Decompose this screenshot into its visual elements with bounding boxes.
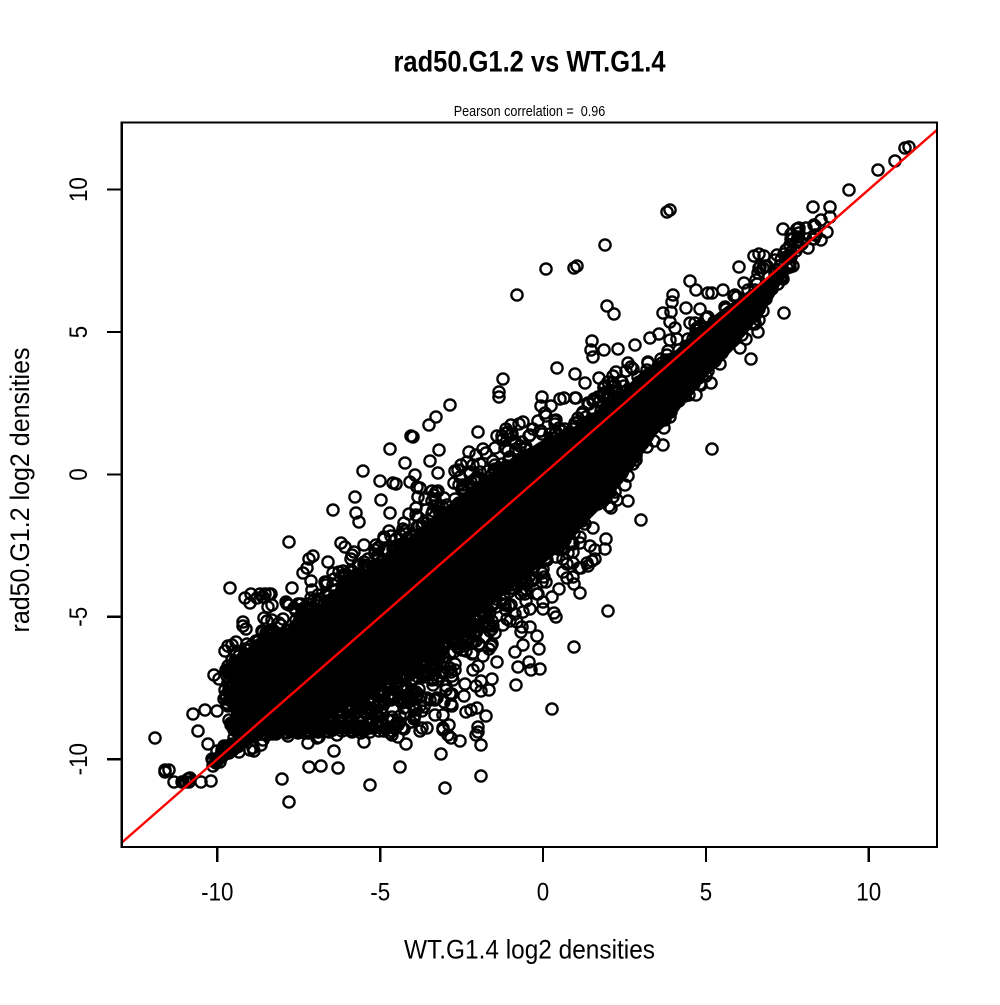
svg-text:5: 5 bbox=[66, 326, 93, 338]
svg-text:-5: -5 bbox=[370, 880, 390, 907]
svg-text:-10: -10 bbox=[201, 880, 233, 907]
svg-text:0: 0 bbox=[66, 468, 93, 480]
svg-text:Pearson correlation = 0.96: Pearson correlation = 0.96 bbox=[454, 104, 606, 120]
svg-text:-10: -10 bbox=[66, 743, 93, 775]
svg-text:10: 10 bbox=[66, 177, 93, 202]
svg-text:5: 5 bbox=[700, 880, 712, 907]
svg-text:WT.G1.4 log2 densities: WT.G1.4 log2 densities bbox=[404, 934, 655, 964]
svg-text:10: 10 bbox=[856, 880, 881, 907]
svg-text:-5: -5 bbox=[66, 607, 93, 627]
svg-text:rad50.G1.2 log2 densities: rad50.G1.2 log2 densities bbox=[5, 348, 35, 633]
svg-text:0: 0 bbox=[537, 880, 549, 907]
svg-text:rad50.G1.2 vs WT.G1.4: rad50.G1.2 vs WT.G1.4 bbox=[394, 45, 666, 78]
